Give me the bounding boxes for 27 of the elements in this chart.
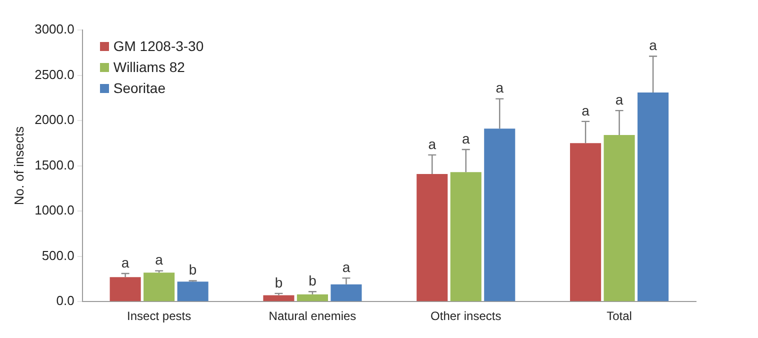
annotation: a [615,91,624,108]
annotation: b [274,274,283,290]
y-tick-label: 3000.0 [34,22,74,37]
legend-label: Williams 82 [112,58,186,77]
legend-label: GM 1208-3-30 [112,37,204,56]
y-tick-label: 0.0 [56,293,74,308]
annotation: a [496,80,504,96]
x-tick-label: Insect pests [127,309,192,324]
x-tick-label: Other insects [430,309,502,324]
annotation: a [342,258,350,275]
annotation: a [462,130,470,146]
x-tick-label: Total [606,309,632,324]
x-tick-label: Natural enemies [268,309,356,324]
annotation: a [121,254,130,270]
annotation: a [428,136,436,152]
annotation: a [582,102,590,118]
annotation: a [155,252,164,268]
y-tick-label: 1000.0 [34,202,74,218]
legend-label: Seoritae [112,79,167,98]
y-tick-label: 1500.0 [34,157,74,172]
y-tick-label: 2500.0 [34,66,74,82]
annotation: a [649,37,658,54]
annotation: b [308,272,317,288]
y-tick-label: 2000.0 [34,112,74,128]
y-axis-title: No. of insects [11,126,26,206]
y-tick-label: 500.0 [42,248,74,263]
annotation: b [188,262,197,278]
